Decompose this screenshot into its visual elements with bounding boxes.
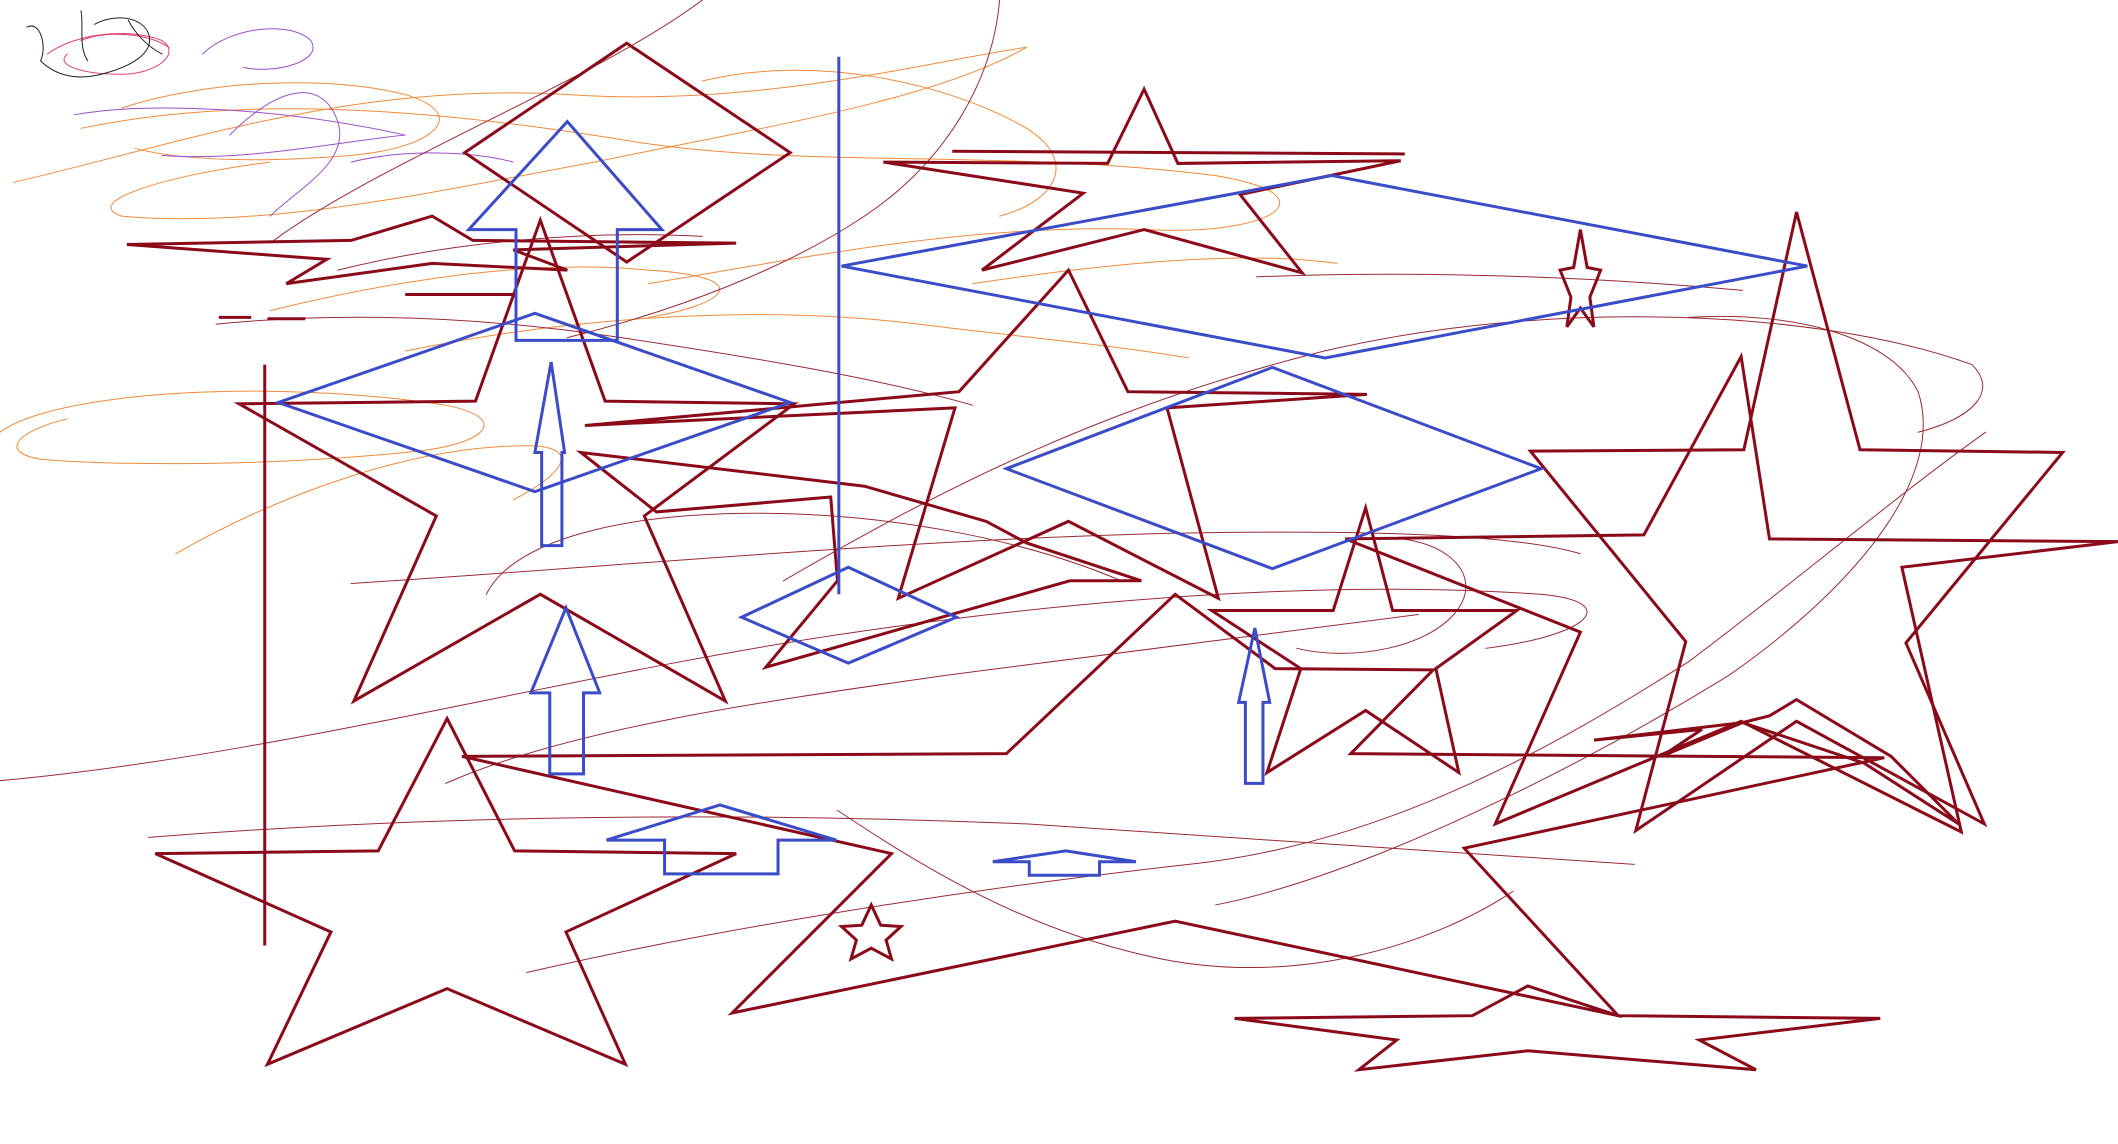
parallelogram-shape[interactable]	[842, 176, 1808, 358]
star-shape[interactable]	[127, 216, 736, 284]
arrow-up-shape[interactable]	[1239, 628, 1270, 783]
purple-scribble	[203, 29, 313, 70]
arrow-up-shape[interactable]	[993, 851, 1136, 875]
orange-scribble	[0, 391, 484, 464]
orange-scribble	[122, 83, 440, 160]
purple-scribble	[230, 93, 340, 216]
pink-scribble	[81, 34, 169, 47]
diamond-shape[interactable]	[278, 313, 790, 491]
purple-scribble	[351, 153, 513, 162]
dark-scribble	[486, 513, 1121, 594]
dark-scribble	[0, 589, 1587, 780]
corner-scribbles	[27, 11, 169, 77]
diamond-shape[interactable]	[1006, 367, 1541, 568]
arrow-up-shape[interactable]	[531, 608, 600, 774]
arrow-up-shape[interactable]	[606, 805, 836, 874]
star-shape[interactable]	[842, 905, 901, 959]
dark-scribble	[567, 0, 999, 338]
star-shape[interactable]	[1594, 700, 1959, 824]
star-shape[interactable]	[1212, 508, 1517, 773]
dark-scribble	[527, 432, 1986, 972]
star-shape[interactable]	[462, 594, 1884, 1015]
purple-scribble	[74, 108, 405, 157]
orange-scribble	[702, 70, 1056, 216]
straight-stroke-layer	[219, 43, 1405, 945]
dark-red-scribbles	[0, 0, 1986, 972]
orange-scribble	[81, 109, 1280, 284]
arrow-up-shape[interactable]	[535, 362, 565, 546]
scribble-layer	[0, 0, 1986, 972]
star-shape[interactable]	[1530, 212, 2062, 831]
dash-stroke[interactable]	[952, 151, 1405, 154]
star-shape[interactable]	[1235, 986, 1881, 1070]
dark-scribble	[837, 810, 1512, 967]
star-shape[interactable]	[585, 270, 1367, 598]
star-layer	[127, 89, 2118, 1070]
dark-scribble	[1256, 274, 1742, 290]
star-shape[interactable]	[155, 719, 736, 1065]
dark-scribble	[1216, 316, 1924, 905]
black-scribble	[27, 18, 150, 77]
dark-scribble	[1297, 538, 1466, 654]
dark-scribble	[270, 0, 702, 243]
arrow-up-shape[interactable]	[469, 122, 662, 341]
orange-scribbles	[0, 47, 1337, 553]
star-shape[interactable]	[883, 89, 1400, 273]
pink-scribble	[47, 33, 169, 74]
black-scribble	[81, 11, 162, 61]
purple-scribbles	[74, 29, 513, 216]
blue-shape-layer	[278, 57, 1807, 875]
dark-scribble	[216, 317, 972, 405]
diamond-shape[interactable]	[465, 43, 791, 262]
star-shape[interactable]	[239, 220, 794, 701]
orange-scribble	[176, 446, 562, 554]
orange-scribble	[973, 258, 1338, 284]
orange-scribble	[14, 47, 1027, 219]
orange-scribble	[270, 267, 719, 317]
orange-scribble	[405, 315, 1188, 358]
star-shape[interactable]	[1345, 357, 2118, 832]
diamond-shape[interactable]	[742, 567, 957, 663]
